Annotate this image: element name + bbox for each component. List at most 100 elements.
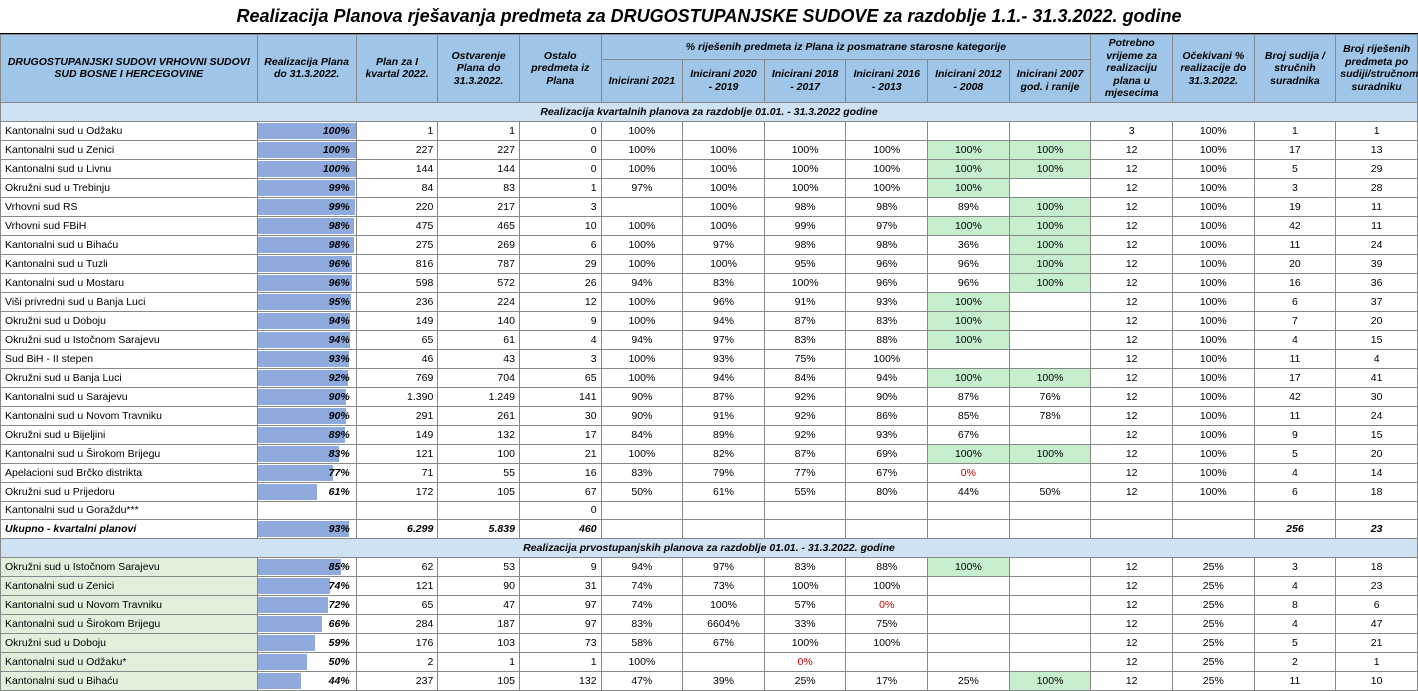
age-cat-0: 100% — [601, 444, 683, 463]
realization-bar: 50% — [257, 652, 356, 671]
age-cat-4: 100% — [928, 140, 1010, 159]
court-name: Okružni sud u Doboju — [1, 633, 258, 652]
court-name: Kantonalni sud u Širokom Brijegu — [1, 444, 258, 463]
ostalo: 65 — [519, 368, 601, 387]
age-cat-0: 100% — [601, 140, 683, 159]
expected: 100% — [1172, 311, 1254, 330]
age-cat-2: 91% — [764, 292, 846, 311]
hdr-c7: Broj sudija / stručnih suradnika — [1254, 35, 1336, 103]
ostvarenje: 704 — [438, 368, 520, 387]
court-name: Vrhovni sud FBiH — [1, 216, 258, 235]
judges: 3 — [1254, 178, 1336, 197]
months: 12 — [1091, 671, 1173, 690]
ostalo: 0 — [519, 159, 601, 178]
court-name: Kantonalni sud u Novom Travniku — [1, 406, 258, 425]
age-cat-0: 50% — [601, 482, 683, 501]
age-cat-3 — [846, 501, 928, 519]
ostalo: 29 — [519, 254, 601, 273]
table-row: Okružni sud u Banja Luci92%76970465100%9… — [1, 368, 1418, 387]
age-cat-4: 100% — [928, 557, 1010, 576]
age-cat-1: 100% — [683, 254, 765, 273]
expected: 25% — [1172, 671, 1254, 690]
realization-bar: 98% — [257, 235, 356, 254]
plan: 236 — [356, 292, 438, 311]
plan: 176 — [356, 633, 438, 652]
realization-bar: 85% — [257, 557, 356, 576]
ostvarenje: 53 — [438, 557, 520, 576]
hdr-a4: Inicirani 2016 - 2013 — [846, 60, 928, 103]
age-cat-4 — [928, 595, 1010, 614]
age-cat-5 — [1009, 349, 1091, 368]
months: 12 — [1091, 349, 1173, 368]
age-cat-2: 100% — [764, 633, 846, 652]
table-row: Okružni sud u Doboju59%1761037358%67%100… — [1, 633, 1418, 652]
ostvarenje: 83 — [438, 178, 520, 197]
table-row: Kantonalni sud u Odžaku100%110100%3100%1… — [1, 121, 1418, 140]
hdr-c6: Očekivani % realizacije do 31.3.2022. — [1172, 35, 1254, 103]
per-judge: 36 — [1336, 273, 1418, 292]
realization-bar: 66% — [257, 614, 356, 633]
age-cat-2: 55% — [764, 482, 846, 501]
age-cat-0: 94% — [601, 330, 683, 349]
per-judge: 41 — [1336, 368, 1418, 387]
table-row: Kantonalni sud u Bihaću44%23710513247%39… — [1, 671, 1418, 690]
age-cat-1: 100% — [683, 197, 765, 216]
ostvarenje: 1 — [438, 652, 520, 671]
age-cat-4: 100% — [928, 216, 1010, 235]
plan — [356, 501, 438, 519]
judges: 42 — [1254, 216, 1336, 235]
age-cat-1: 93% — [683, 349, 765, 368]
age-cat-4: 25% — [928, 671, 1010, 690]
ostvarenje: 144 — [438, 159, 520, 178]
plan: 62 — [356, 557, 438, 576]
age-cat-0: 100% — [601, 652, 683, 671]
judges: 4 — [1254, 614, 1336, 633]
age-cat-3: 100% — [846, 140, 928, 159]
table-row: Apelacioni sud Brčko distrikta77%7155168… — [1, 463, 1418, 482]
months: 12 — [1091, 576, 1173, 595]
age-cat-4: 44% — [928, 482, 1010, 501]
realization-bar: 94% — [257, 330, 356, 349]
court-name: Kantonalni sud u Sarajevu — [1, 387, 258, 406]
age-cat-2 — [764, 501, 846, 519]
plan: 598 — [356, 273, 438, 292]
age-cat-1: 97% — [683, 235, 765, 254]
ostalo: 31 — [519, 576, 601, 595]
age-cat-2: 84% — [764, 368, 846, 387]
judges: 4 — [1254, 576, 1336, 595]
age-cat-3: 96% — [846, 273, 928, 292]
judges: 3 — [1254, 557, 1336, 576]
ostvarenje — [438, 501, 520, 519]
ostalo: 12 — [519, 292, 601, 311]
ostvarenje: 572 — [438, 273, 520, 292]
age-cat-1: 94% — [683, 311, 765, 330]
months: 3 — [1091, 121, 1173, 140]
age-cat-1: 61% — [683, 482, 765, 501]
hdr-a2: Inicirani 2020 - 2019 — [683, 60, 765, 103]
age-cat-0: 100% — [601, 121, 683, 140]
ostvarenje: 55 — [438, 463, 520, 482]
ostvarenje: 132 — [438, 425, 520, 444]
age-cat-5 — [1009, 311, 1091, 330]
age-cat-0: 100% — [601, 349, 683, 368]
age-cat-2: 87% — [764, 311, 846, 330]
ostalo: 67 — [519, 482, 601, 501]
table-row: Kantonalni sud u Širokom Brijegu83%12110… — [1, 444, 1418, 463]
table-row: Kantonalni sud u Širokom Brijegu66%28418… — [1, 614, 1418, 633]
age-cat-5 — [1009, 292, 1091, 311]
age-cat-3 — [846, 519, 928, 538]
age-cat-2: 83% — [764, 330, 846, 349]
expected: 100% — [1172, 387, 1254, 406]
age-cat-5: 100% — [1009, 235, 1091, 254]
age-cat-3: 97% — [846, 216, 928, 235]
age-cat-2: 25% — [764, 671, 846, 690]
per-judge: 28 — [1336, 178, 1418, 197]
expected: 100% — [1172, 349, 1254, 368]
age-cat-1: 100% — [683, 178, 765, 197]
ostvarenje: 61 — [438, 330, 520, 349]
expected: 25% — [1172, 576, 1254, 595]
plan: 291 — [356, 406, 438, 425]
realization-bar: 77% — [257, 463, 356, 482]
age-cat-0 — [601, 501, 683, 519]
realization-bar: 100% — [257, 140, 356, 159]
